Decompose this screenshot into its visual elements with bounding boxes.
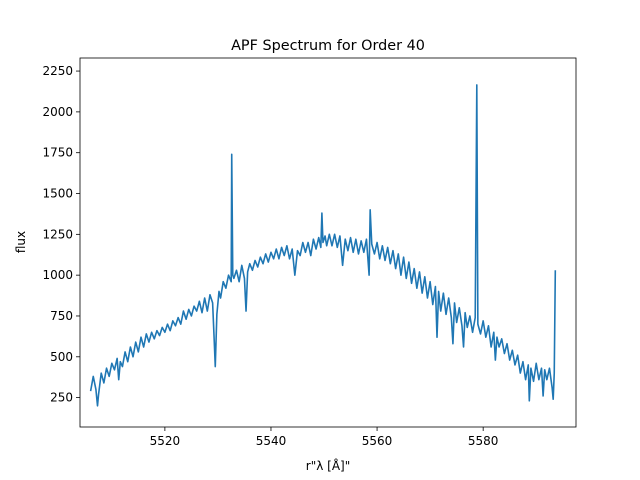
x-tick-label: 5580 [468,434,499,448]
x-axis-label: r"λ [Å]" [306,458,350,473]
y-tick-label: 1750 [42,146,73,160]
y-axis-ticks: 250 500 750 1000 1250 1500 1750 2000 2250 [42,64,80,405]
y-tick-label: 2250 [42,64,73,78]
x-tick-label: 5520 [150,434,181,448]
spectrum-line-0 [89,84,557,407]
y-tick-label: 1000 [42,268,73,282]
y-tick-label: 1500 [42,187,73,201]
y-tick-label: 250 [50,391,73,405]
x-tick-label: 5540 [256,434,287,448]
y-tick-label: 750 [50,309,73,323]
y-axis-label: flux [14,231,28,253]
y-tick-label: 1250 [42,227,73,241]
axes-frame [79,57,577,428]
plot-area [79,57,577,428]
y-tick-label: 2000 [42,105,73,119]
y-tick-label: 500 [50,350,73,364]
series-group [89,84,557,407]
x-axis-ticks: 5520 5540 5560 5580 [150,427,499,448]
chart-title: APF Spectrum for Order 40 [231,38,425,54]
x-tick-label: 5560 [362,434,393,448]
